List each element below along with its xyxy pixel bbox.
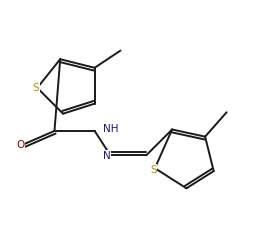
Text: N: N [103,151,111,161]
Text: O: O [16,140,24,150]
Text: S: S [150,165,157,175]
Text: NH: NH [103,124,118,135]
Text: S: S [33,83,39,93]
